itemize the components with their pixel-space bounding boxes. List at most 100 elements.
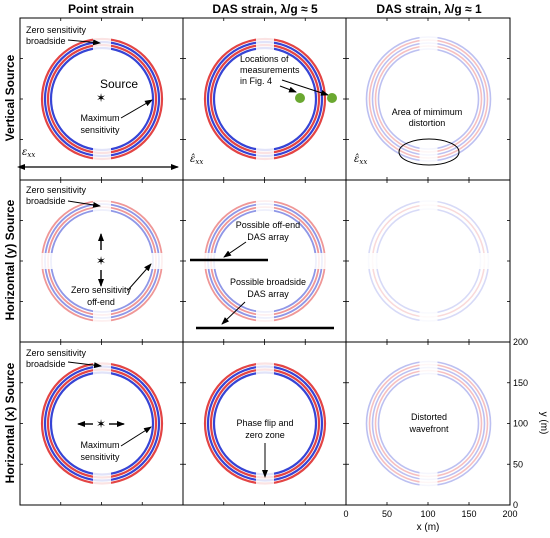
fade-zone xyxy=(313,253,329,269)
fade-zone xyxy=(419,147,438,163)
symbol-eps-hat-r1c3: ε̂xx xyxy=(354,154,367,166)
wavefront-ring xyxy=(371,204,486,318)
fade-zone xyxy=(256,359,274,376)
svg-text:✶: ✶ xyxy=(96,417,106,431)
rings-vertical-das1 xyxy=(365,36,492,162)
svg-text:Source: Source xyxy=(100,77,138,91)
wavefront-ring xyxy=(374,45,483,153)
x-tick-label: 150 xyxy=(461,509,476,519)
x-axis-label: x (m) xyxy=(417,522,440,533)
y-tick-label: 100 xyxy=(513,419,528,429)
svg-text:distortion: distortion xyxy=(409,118,446,128)
fade-zone xyxy=(93,471,111,488)
source-marker-horizontal-x: ✶ xyxy=(77,417,125,431)
symbol-eps-xx-r1: εxx xyxy=(22,147,35,159)
svg-text:Maximum: Maximum xyxy=(80,113,119,123)
svg-text:DAS array: DAS array xyxy=(247,289,289,299)
fade-zone xyxy=(476,253,493,269)
fade-zone xyxy=(419,359,438,376)
svg-text:Zero sensitivity: Zero sensitivity xyxy=(26,185,87,195)
annotation-zero-broadside-r2: Zero sensitivity broadside xyxy=(26,185,101,208)
annotation-zero-broadside-r1: Zero sensitivity broadside xyxy=(26,25,101,46)
svg-text:in Fig. 4: in Fig. 4 xyxy=(240,76,272,86)
annotation-locations: Locations of measurements in Fig. 4 xyxy=(240,54,329,96)
svg-text:sensitivity: sensitivity xyxy=(80,125,120,135)
wavefront-ring xyxy=(365,36,492,162)
svg-text:✶: ✶ xyxy=(96,91,106,105)
y-tick-label: 200 xyxy=(513,337,528,347)
svg-text:DAS array: DAS array xyxy=(247,232,289,242)
y-tick-label: 0 xyxy=(513,500,518,510)
fade-zone xyxy=(256,309,274,325)
wavefront-ring xyxy=(367,200,490,322)
y-axis-label: y (m) xyxy=(538,412,549,435)
svg-text:Area of mimimum: Area of mimimum xyxy=(392,107,463,117)
x-tick-label: 0 xyxy=(343,509,348,519)
x-tick-label: 50 xyxy=(382,509,392,519)
fade-zone xyxy=(419,197,438,213)
annotation-max-sensitivity-r1: Maximum sensitivity xyxy=(80,99,153,135)
svg-text:sensitivity: sensitivity xyxy=(80,452,120,462)
svg-text:ε̂xx: ε̂xx xyxy=(354,154,367,166)
measurement-point-outer xyxy=(327,93,337,103)
annotation-distorted-wavefront: Distorted wavefront xyxy=(408,412,449,434)
annotation-phase-flip: Phase flip and zero zone xyxy=(236,418,294,478)
source-marker-vertical: Source ✶ xyxy=(96,77,138,105)
svg-text:measurements: measurements xyxy=(240,65,300,75)
fade-zone xyxy=(93,147,111,163)
measurement-point-inner xyxy=(295,93,305,103)
fade-zone xyxy=(93,197,111,213)
wavefront-rings xyxy=(38,35,493,488)
fade-zone xyxy=(38,253,54,269)
svg-text:broadside: broadside xyxy=(26,359,66,369)
y-tick-label: 150 xyxy=(513,378,528,388)
svg-text:zero zone: zero zone xyxy=(245,430,285,440)
fade-zone xyxy=(256,147,274,163)
svg-text:Possible off-end: Possible off-end xyxy=(236,220,300,230)
wavefront-ring xyxy=(371,42,486,156)
fade-zone xyxy=(364,253,381,269)
row-header-horizontal-y: Horizontal (y) Source xyxy=(3,199,17,320)
symbol-eps-hat-r1c2: ε̂xx xyxy=(190,154,203,166)
wavefront-ring xyxy=(377,48,480,150)
svg-text:✶: ✶ xyxy=(96,254,106,268)
fade-zone xyxy=(419,309,438,325)
fade-zone xyxy=(256,197,274,213)
column-header-das-1: DAS strain, λ/g ≈ 1 xyxy=(376,2,482,16)
annotation-min-distortion: Area of mimimum distortion xyxy=(392,107,463,166)
column-header-point-strain: Point strain xyxy=(68,2,134,16)
fade-zone xyxy=(93,359,111,376)
fade-zone xyxy=(93,309,111,325)
annotation-zero-offend: Zero sensitivity off-end xyxy=(71,263,152,307)
x-tick-label: 100 xyxy=(420,509,435,519)
rings-horizontal-y-das1 xyxy=(367,200,490,322)
annotation-zero-broadside-r3: Zero sensitivity broadside xyxy=(26,348,102,369)
fade-zone xyxy=(419,471,438,488)
source-marker-horizontal-y: ✶ xyxy=(96,233,106,287)
fade-zone xyxy=(256,35,274,51)
svg-text:off-end: off-end xyxy=(87,297,115,307)
svg-text:broadside: broadside xyxy=(26,36,66,46)
svg-text:Phase flip and: Phase flip and xyxy=(236,418,293,428)
fade-zone xyxy=(256,471,274,488)
svg-text:broadside: broadside xyxy=(26,196,66,206)
row-header-horizontal-x: Horizontal (x) Source xyxy=(3,362,17,483)
svg-text:Locations of: Locations of xyxy=(240,54,289,64)
fade-zone xyxy=(150,253,166,269)
wavefront-ring xyxy=(375,208,482,314)
svg-text:Zero sensitivity: Zero sensitivity xyxy=(26,348,87,358)
svg-text:ε̂xx: ε̂xx xyxy=(190,154,203,166)
svg-text:wavefront: wavefront xyxy=(408,424,449,434)
row-header-vertical: Vertical Source xyxy=(3,54,17,141)
svg-text:Maximum: Maximum xyxy=(80,440,119,450)
x-tick-label: 200 xyxy=(502,509,517,519)
annotation-max-sensitivity-r3: Maximum sensitivity xyxy=(80,426,152,462)
panel-grid xyxy=(19,17,511,506)
column-header-das-5: DAS strain, λ/g ≈ 5 xyxy=(212,2,318,16)
wavefront-ring xyxy=(368,39,489,159)
svg-text:Possible broadside: Possible broadside xyxy=(230,277,306,287)
annotation-offend-das: Possible off-end DAS array xyxy=(223,220,300,258)
svg-text:Distorted: Distorted xyxy=(411,412,447,422)
